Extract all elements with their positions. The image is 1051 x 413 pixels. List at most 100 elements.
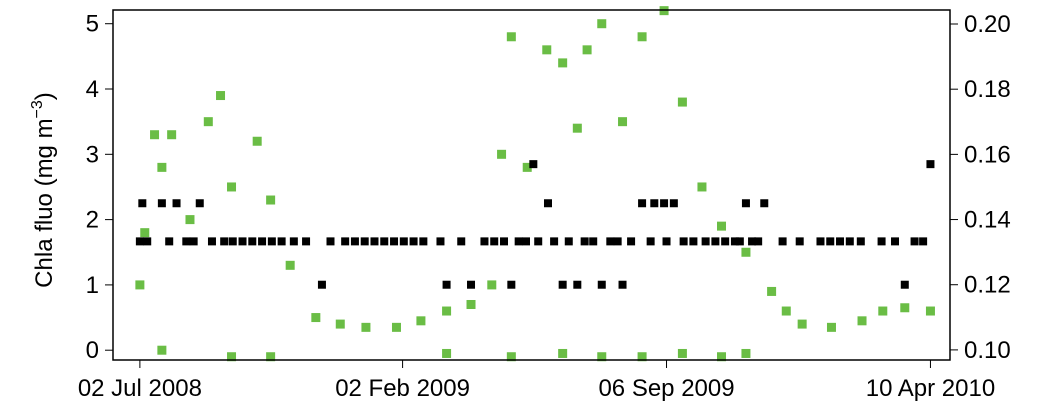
point bbox=[227, 182, 237, 192]
point bbox=[207, 237, 216, 246]
point bbox=[409, 237, 418, 246]
point bbox=[836, 237, 845, 246]
point bbox=[717, 221, 727, 231]
point bbox=[350, 237, 359, 246]
y-tick-label: 5 bbox=[86, 11, 99, 38]
y-label-sup: −3 bbox=[29, 100, 46, 118]
point bbox=[900, 280, 909, 289]
point bbox=[341, 237, 350, 246]
point bbox=[258, 237, 267, 246]
point bbox=[500, 237, 509, 246]
point bbox=[627, 237, 636, 246]
point bbox=[564, 237, 573, 246]
point bbox=[391, 322, 401, 332]
point bbox=[289, 237, 298, 246]
point bbox=[573, 280, 582, 289]
point bbox=[910, 237, 919, 246]
point bbox=[487, 280, 497, 290]
point bbox=[589, 237, 598, 246]
point bbox=[267, 237, 276, 246]
point bbox=[238, 237, 247, 246]
point bbox=[660, 199, 669, 208]
point bbox=[490, 237, 499, 246]
point bbox=[891, 237, 900, 246]
y-tick-label: 4 bbox=[86, 76, 99, 103]
point bbox=[497, 149, 507, 159]
point bbox=[216, 91, 226, 101]
point bbox=[507, 280, 516, 289]
y2-tick-label: 0.10 bbox=[964, 337, 1011, 364]
point bbox=[679, 237, 688, 246]
y2-tick-label: 0.16 bbox=[964, 141, 1011, 168]
point bbox=[370, 237, 379, 246]
point bbox=[335, 319, 345, 329]
y-label-main: Chla fluo (mg m bbox=[31, 118, 58, 287]
point bbox=[416, 316, 426, 326]
point bbox=[618, 280, 627, 289]
point bbox=[285, 260, 295, 270]
point bbox=[701, 237, 710, 246]
point bbox=[778, 237, 787, 246]
point bbox=[919, 237, 928, 246]
x-tick-label: 02 Feb 2009 bbox=[335, 375, 470, 402]
point bbox=[317, 280, 326, 289]
point bbox=[730, 237, 739, 246]
point bbox=[361, 322, 371, 332]
point bbox=[467, 280, 476, 289]
point bbox=[925, 306, 935, 316]
point bbox=[741, 247, 751, 257]
point bbox=[143, 237, 152, 246]
point bbox=[677, 348, 687, 358]
point bbox=[522, 237, 531, 246]
point bbox=[638, 199, 647, 208]
y2-tick-label: 0.20 bbox=[964, 11, 1011, 38]
y2-tick-label: 0.12 bbox=[964, 272, 1011, 299]
point bbox=[252, 136, 262, 146]
point bbox=[457, 237, 466, 246]
point bbox=[419, 237, 428, 246]
point bbox=[442, 348, 452, 358]
point bbox=[266, 195, 276, 205]
point bbox=[185, 215, 195, 225]
point bbox=[550, 237, 559, 246]
x-tick-label: 02 Jul 2008 bbox=[78, 375, 202, 402]
point bbox=[721, 237, 730, 246]
point bbox=[900, 303, 910, 313]
y-tick-label: 0 bbox=[86, 337, 99, 364]
point bbox=[203, 117, 213, 127]
point bbox=[926, 160, 935, 169]
point bbox=[826, 237, 835, 246]
point bbox=[845, 237, 854, 246]
point bbox=[877, 237, 886, 246]
point bbox=[390, 237, 399, 246]
point bbox=[826, 322, 836, 332]
point bbox=[543, 199, 552, 208]
point bbox=[138, 199, 147, 208]
point bbox=[597, 352, 607, 362]
y-tick-label: 3 bbox=[86, 141, 99, 168]
point bbox=[311, 313, 321, 323]
point bbox=[689, 237, 698, 246]
point bbox=[266, 352, 276, 362]
point bbox=[189, 237, 198, 246]
point bbox=[618, 117, 628, 127]
point bbox=[760, 199, 769, 208]
plot-frame bbox=[112, 9, 951, 361]
point bbox=[650, 199, 659, 208]
point bbox=[558, 58, 568, 68]
x-tick-label: 10 Apr 2010 bbox=[866, 375, 995, 402]
point bbox=[558, 280, 567, 289]
point bbox=[399, 237, 408, 246]
point bbox=[717, 352, 727, 362]
point bbox=[135, 280, 145, 290]
point bbox=[135, 237, 144, 246]
point bbox=[360, 237, 369, 246]
point bbox=[466, 299, 476, 309]
point bbox=[165, 237, 174, 246]
point bbox=[748, 237, 757, 246]
y-axis-label: Chla fluo (mg m−3) bbox=[29, 92, 58, 288]
point bbox=[220, 237, 229, 246]
point bbox=[697, 182, 707, 192]
point bbox=[195, 199, 204, 208]
point bbox=[436, 237, 445, 246]
